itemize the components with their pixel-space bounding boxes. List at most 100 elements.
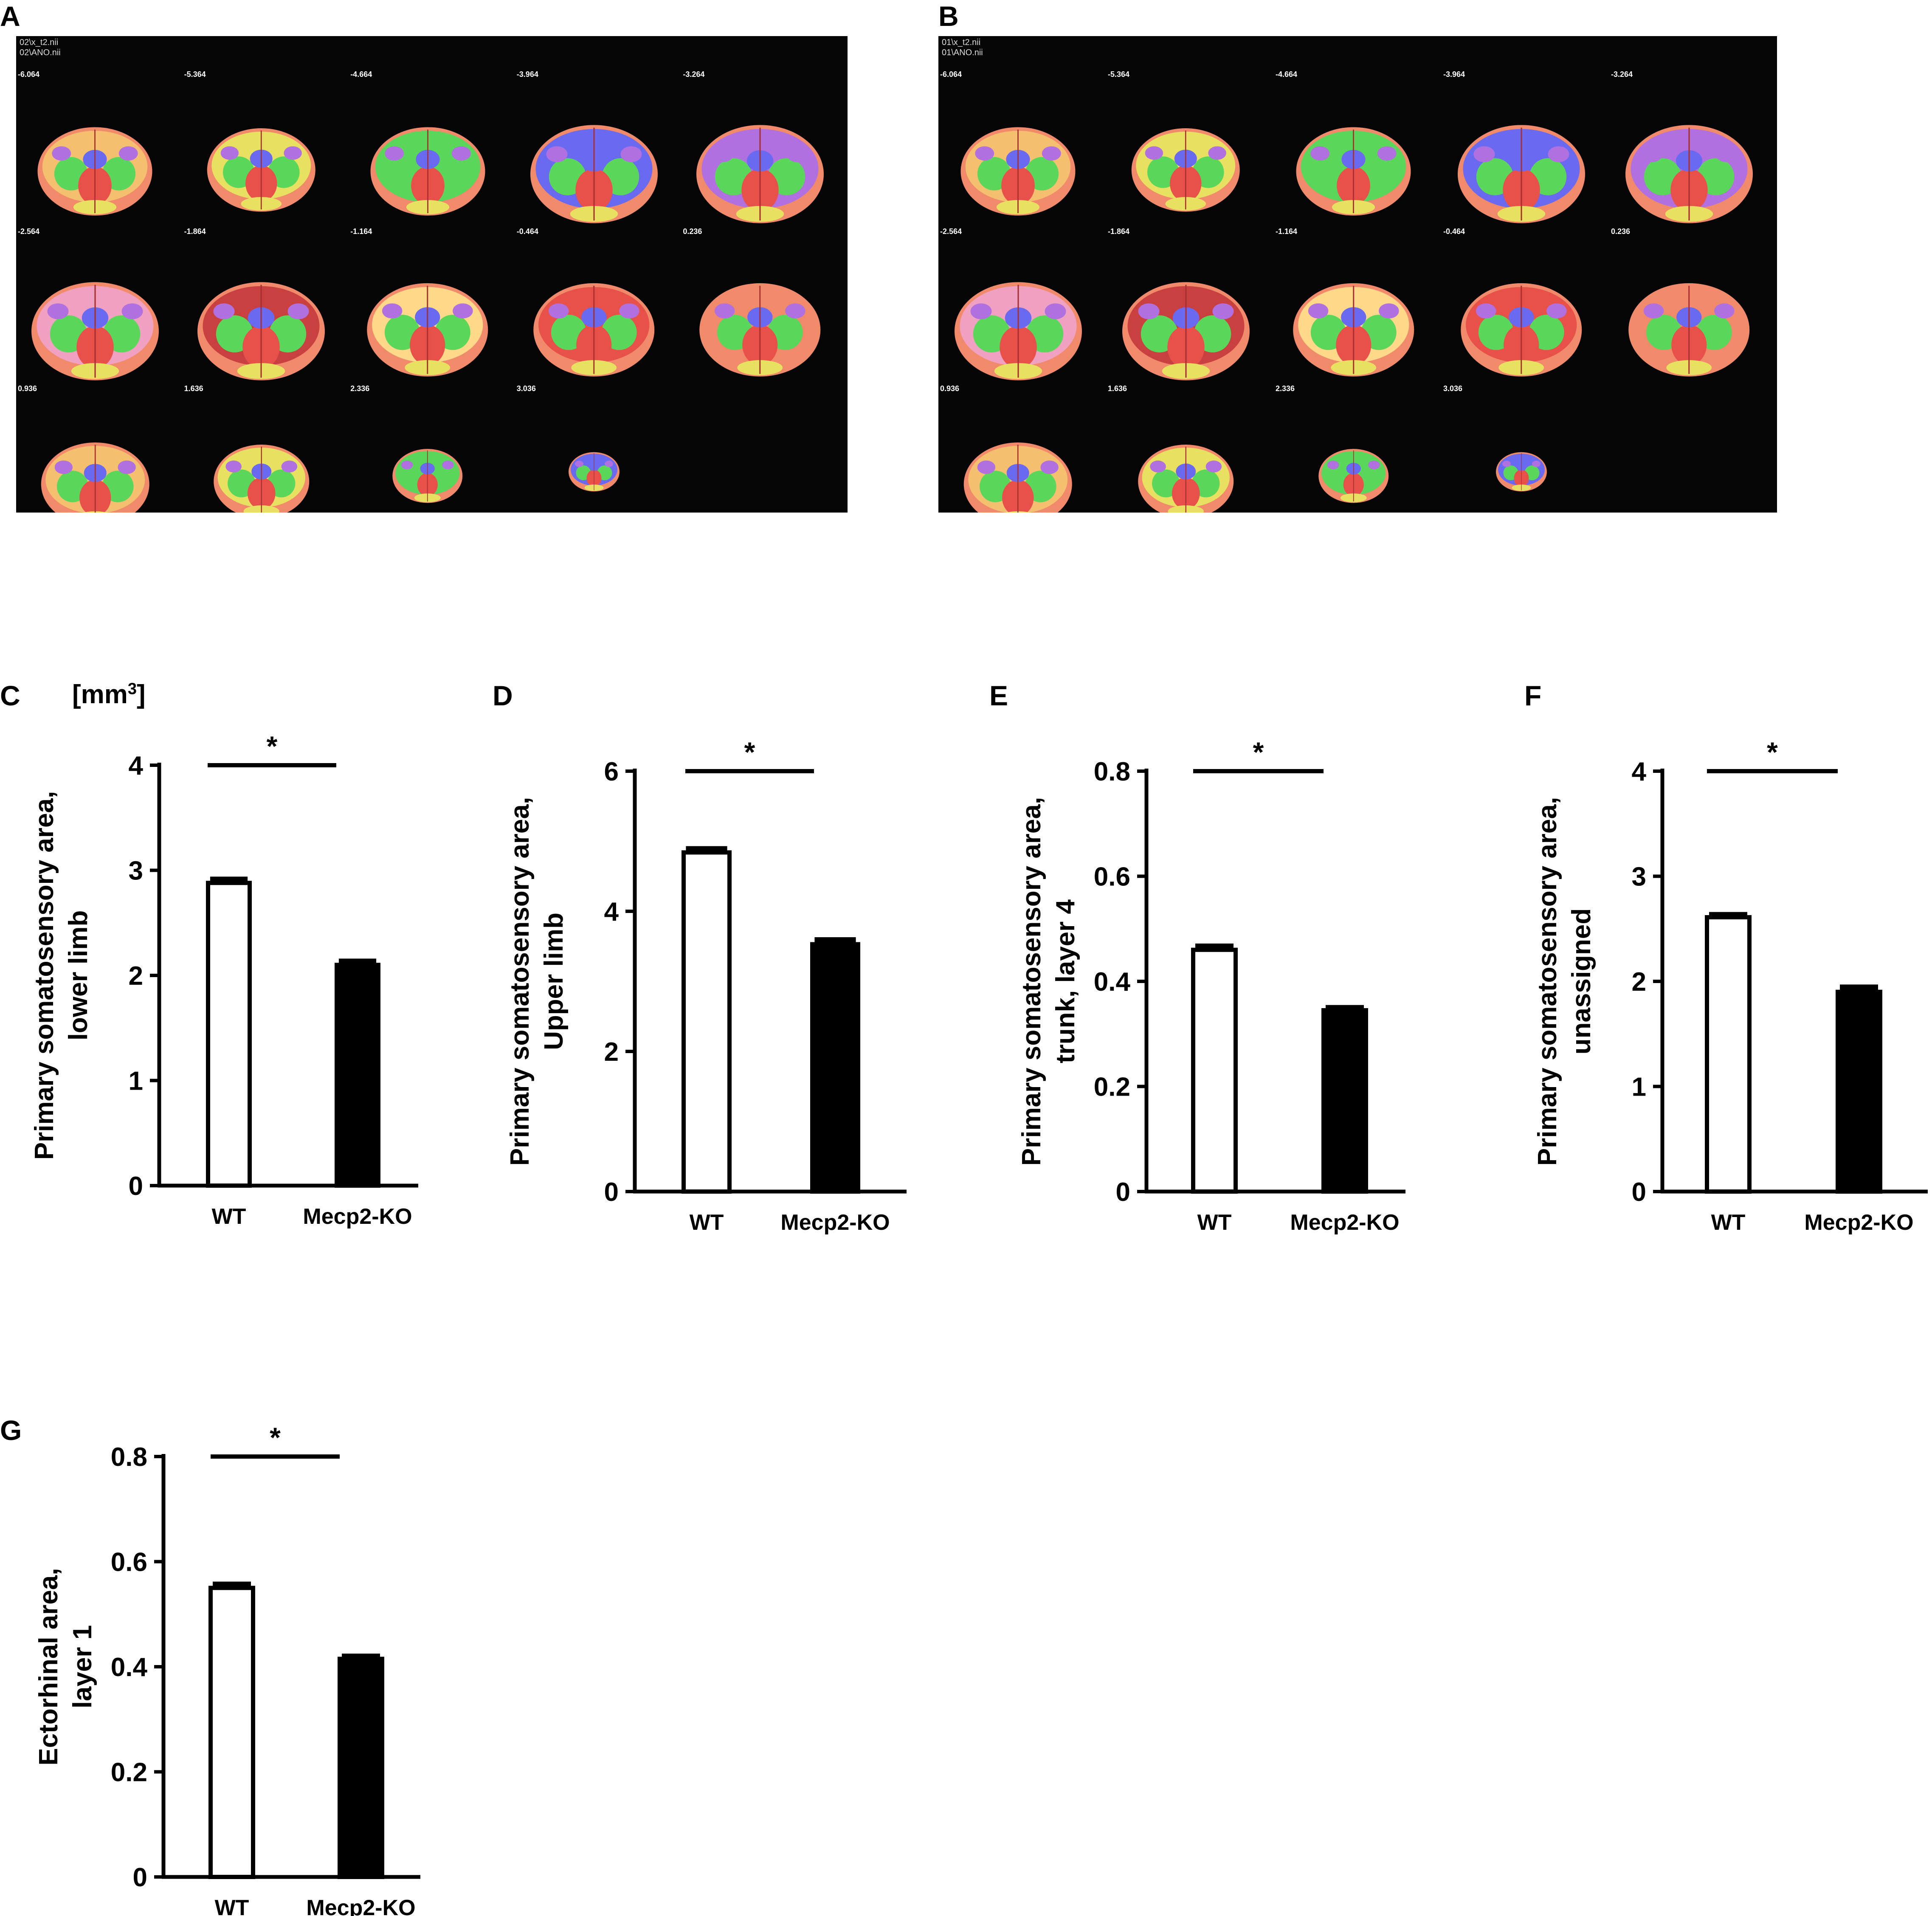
- y-tick-label: 0: [133, 1863, 147, 1892]
- y-tick-label: 6: [604, 757, 619, 786]
- brain-slice-image: [1132, 128, 1240, 212]
- x-category-label: Mecp2-KO: [306, 1896, 415, 1916]
- brain-slice-image: [31, 282, 159, 380]
- slice-coordinate-label: 2.336: [350, 384, 370, 393]
- bar-mecp2-ko: [1836, 989, 1882, 1194]
- y-axis-label-line-2: unassigned: [1567, 908, 1596, 1055]
- chart-e: Primary somatosensory area, trunk, layer …: [1017, 736, 1405, 1235]
- y-tick-label: 1: [129, 1067, 143, 1096]
- bar-mecp2-ko: [810, 942, 860, 1194]
- brain-slice-image: [954, 282, 1082, 380]
- x-category-label: WT: [212, 1204, 246, 1229]
- brain-slice-image: [699, 283, 821, 377]
- brain-slice-image: [213, 445, 309, 513]
- y-tick-label: 0.4: [111, 1653, 148, 1682]
- y-axis-label-line-1: Primary somatosensory area,: [505, 797, 535, 1166]
- slice-coordinate-label: 0.236: [1611, 227, 1631, 236]
- y-tick-label: 3: [1632, 862, 1646, 892]
- brain-slice-image: [964, 442, 1072, 513]
- unit-label: [mm3]: [72, 680, 146, 709]
- y-axis-label-line-1: Primary somatosensory area,: [1533, 797, 1562, 1166]
- slice-coordinate-label: -4.664: [350, 70, 372, 79]
- slice-coordinate-label: -6.064: [940, 70, 962, 79]
- brain-slice-image: [1318, 449, 1388, 503]
- brain-slice-image: [568, 452, 620, 492]
- y-axis-label-line-2: trunk, layer 4: [1051, 899, 1080, 1063]
- brain-slice-image: [207, 128, 315, 212]
- slice-coordinate-label: -2.564: [18, 227, 40, 236]
- y-tick-label: 4: [129, 751, 144, 780]
- significance-asterisk: *: [267, 730, 278, 762]
- x-category-label: Mecp2-KO: [780, 1210, 890, 1235]
- y-tick-label: 0: [1116, 1178, 1130, 1207]
- brain-slice-image: [1625, 125, 1753, 223]
- chart-g: Ectorhinal area, layer 1 0 0.2 0.4 0.6 0.8 WT Me…: [34, 1422, 420, 1916]
- brain-slice-image: [1495, 452, 1547, 492]
- brain-slice-image: [530, 125, 658, 223]
- chart-c: Primary somatosensory area, lower limb 0 1 2…: [30, 730, 418, 1229]
- brain-slice-image: [1293, 283, 1414, 377]
- y-axis-label-line-2: Upper limb: [539, 913, 569, 1050]
- y-axis-label-line-1: Primary somatosensory area,: [1017, 797, 1046, 1166]
- y-tick-label: 0: [129, 1172, 143, 1201]
- bar-mecp2-ko: [1321, 1008, 1368, 1194]
- y-tick-label: 0.8: [1094, 757, 1130, 786]
- brain-slice-image: [1296, 127, 1411, 216]
- y-axis-label-line-1: Primary somatosensory area,: [30, 791, 59, 1160]
- slice-coordinate-label: -1.164: [350, 227, 372, 236]
- slice-coordinate-label: -3.964: [516, 70, 538, 79]
- slice-coordinate-label: -4.664: [1276, 70, 1298, 79]
- bar-wt: [682, 850, 732, 1194]
- slice-coordinate-label: 3.036: [516, 384, 536, 393]
- y-tick-label: 3: [129, 857, 143, 886]
- x-category-label: WT: [690, 1210, 724, 1235]
- slice-coordinate-label: 0.936: [940, 384, 960, 393]
- slice-coordinate-label: 1.636: [184, 384, 203, 393]
- brain-slice-image: [1457, 125, 1585, 223]
- x-category-label: WT: [1197, 1210, 1232, 1235]
- y-tick-label: 2: [604, 1037, 619, 1067]
- y-tick-label: 0.4: [1094, 967, 1131, 997]
- bar-mecp2-ko: [335, 963, 380, 1188]
- panel-letter-b: B: [938, 0, 959, 32]
- slice-coordinate-label: -1.864: [1108, 227, 1130, 236]
- brain-slice-image: [37, 127, 152, 216]
- significance-asterisk: *: [270, 1422, 281, 1453]
- brain-slice-image: [370, 127, 485, 216]
- y-axis-label-line-1: Ectorhinal area,: [34, 1568, 63, 1765]
- slice-coordinate-label: 3.036: [1443, 384, 1463, 393]
- y-tick-label: 4: [1632, 757, 1647, 786]
- panel-letter-e: E: [989, 680, 1008, 711]
- slice-coordinate-label: -0.464: [516, 227, 538, 236]
- slice-coordinate-label: -3.264: [683, 70, 705, 79]
- brain-slice-image: [367, 283, 488, 377]
- y-tick-label: 0: [604, 1178, 619, 1207]
- slice-coordinate-label: -1.864: [184, 227, 206, 236]
- panel-letter-d: D: [493, 680, 513, 711]
- mri-panel-b: 01\x_t2.nii 01\ANO.nii -6.064 -5.364 -4.66…: [938, 36, 1777, 513]
- x-category-label: Mecp2-KO: [303, 1204, 412, 1229]
- y-tick-label: 1: [1632, 1073, 1646, 1102]
- brain-slice-image: [1122, 282, 1250, 380]
- slice-coordinate-label: 0.236: [683, 227, 702, 236]
- brain-slice-image: [533, 283, 655, 377]
- slice-coordinate-label: -0.464: [1443, 227, 1465, 236]
- y-tick-label: 0.6: [1094, 862, 1130, 892]
- mri-panel-a: 02\x_t2.nii 02\ANO.nii -6.064 -5.364 -4.66…: [16, 36, 848, 513]
- slice-coordinate-label: -3.964: [1443, 70, 1465, 79]
- brain-slice-image: [392, 449, 463, 503]
- bar-wt: [206, 881, 252, 1188]
- slice-coordinate-label: -2.564: [940, 227, 962, 236]
- significance-asterisk: *: [1767, 736, 1778, 768]
- significance-asterisk: *: [1253, 736, 1264, 768]
- x-category-label: WT: [1711, 1210, 1746, 1235]
- panel-letter-g: G: [0, 1414, 22, 1446]
- brain-slice-image: [41, 442, 149, 513]
- y-tick-label: 0: [1632, 1178, 1646, 1207]
- y-axis-label-line-2: layer 1: [68, 1625, 97, 1709]
- bar-wt: [1191, 947, 1238, 1194]
- brain-slice-image: [960, 127, 1076, 216]
- y-tick-label: 0.6: [111, 1548, 147, 1577]
- slice-coordinate-label: -6.064: [18, 70, 40, 79]
- y-axis-label-line-2: lower limb: [64, 910, 93, 1041]
